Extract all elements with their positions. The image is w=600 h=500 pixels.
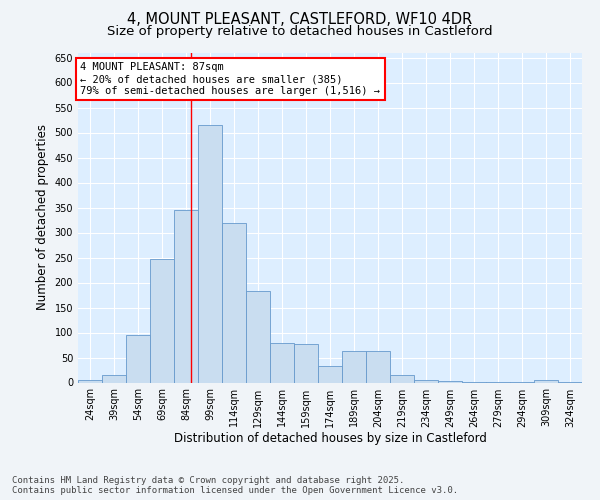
X-axis label: Distribution of detached houses by size in Castleford: Distribution of detached houses by size … [173,432,487,446]
Bar [223,222,245,382]
Bar [535,380,557,382]
Text: Size of property relative to detached houses in Castleford: Size of property relative to detached ho… [107,25,493,38]
Bar [439,381,461,382]
Bar [271,342,293,382]
Bar [295,344,317,382]
Bar [79,380,101,382]
Y-axis label: Number of detached properties: Number of detached properties [36,124,49,310]
Bar [319,366,341,382]
Bar [415,380,437,382]
Text: 4 MOUNT PLEASANT: 87sqm
← 20% of detached houses are smaller (385)
79% of semi-d: 4 MOUNT PLEASANT: 87sqm ← 20% of detache… [80,62,380,96]
Text: 4, MOUNT PLEASANT, CASTLEFORD, WF10 4DR: 4, MOUNT PLEASANT, CASTLEFORD, WF10 4DR [127,12,473,28]
Text: Contains HM Land Registry data © Crown copyright and database right 2025.
Contai: Contains HM Land Registry data © Crown c… [12,476,458,495]
Bar [247,291,269,382]
Bar [151,258,173,382]
Bar [199,125,221,382]
Bar [127,335,149,382]
Bar [103,375,125,382]
Bar [367,351,389,382]
Bar [343,351,365,382]
Bar [175,210,197,382]
Bar [391,375,413,382]
